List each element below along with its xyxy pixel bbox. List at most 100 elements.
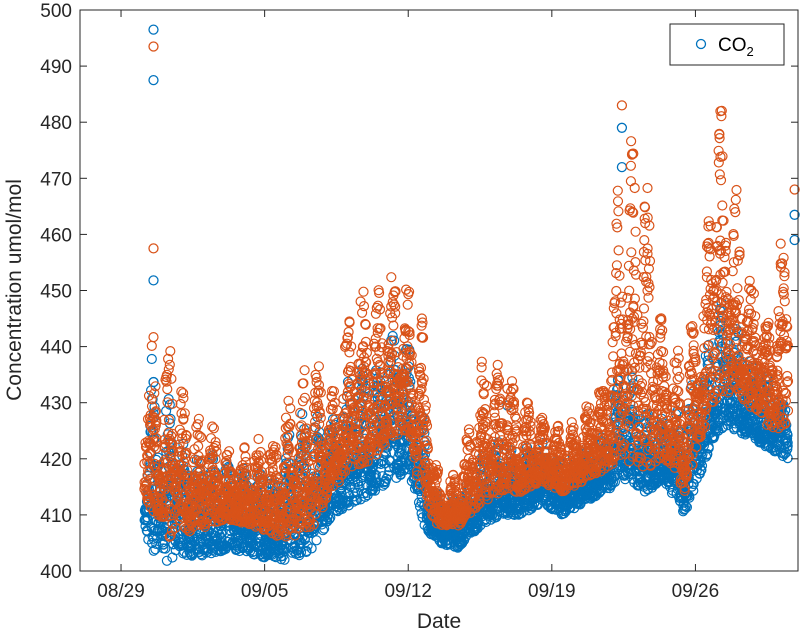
- data-point: [627, 372, 638, 383]
- data-point: [457, 536, 468, 548]
- data-point: [192, 419, 203, 430]
- data-point: [353, 479, 364, 490]
- data-point: [193, 441, 204, 452]
- data-point: [149, 412, 160, 423]
- data-point: [162, 384, 173, 395]
- data-point: [703, 441, 714, 452]
- data-point: [192, 429, 203, 440]
- data-point: [782, 444, 793, 455]
- data-point: [169, 460, 180, 471]
- outlier-point: [789, 234, 800, 246]
- data-point: [142, 512, 153, 523]
- data-point: [306, 543, 317, 554]
- data-point: [188, 507, 199, 519]
- data-point: [176, 386, 187, 397]
- data-point: [196, 432, 207, 443]
- data-point: [163, 427, 174, 438]
- data-point: [178, 388, 189, 399]
- outlier-point: [148, 74, 159, 86]
- data-point: [166, 430, 177, 442]
- data-point: [472, 523, 483, 534]
- data-point: [216, 528, 227, 539]
- data-point: [384, 466, 395, 477]
- data-point: [165, 346, 176, 357]
- data-point: [150, 407, 161, 418]
- data-point: [180, 448, 191, 459]
- data-point: [196, 518, 207, 529]
- data-point: [717, 423, 728, 434]
- data-point: [188, 457, 199, 468]
- data-point: [720, 338, 731, 349]
- data-points: [139, 24, 800, 566]
- data-point: [164, 359, 175, 370]
- data-point: [158, 482, 169, 493]
- data-point: [630, 413, 641, 424]
- data-point: [165, 413, 176, 424]
- data-point: [325, 512, 336, 523]
- outlier-point: [148, 275, 159, 286]
- data-point: [782, 440, 793, 452]
- series-secondary: [139, 41, 800, 542]
- data-point: [217, 526, 228, 537]
- data-point: [562, 500, 574, 511]
- data-point: [158, 529, 169, 541]
- data-point: [179, 408, 190, 419]
- data-point: [180, 429, 192, 441]
- data-point: [150, 381, 161, 392]
- data-point: [369, 485, 381, 496]
- data-point: [593, 487, 605, 498]
- data-point: [163, 353, 174, 364]
- data-point: [207, 421, 218, 432]
- outlier-point: [148, 24, 159, 35]
- data-point: [609, 476, 621, 488]
- data-point: [208, 465, 219, 476]
- data-point: [167, 398, 178, 409]
- data-point: [387, 330, 398, 342]
- data-point: [279, 554, 290, 565]
- data-point: [198, 503, 210, 514]
- data-point: [781, 433, 793, 444]
- data-point: [146, 394, 157, 405]
- data-point: [165, 530, 176, 541]
- data-point: [782, 430, 793, 441]
- data-point: [349, 482, 360, 493]
- data-point: [174, 439, 185, 450]
- data-point: [208, 442, 219, 454]
- data-point: [180, 453, 191, 464]
- data-point: [143, 390, 155, 401]
- data-point: [702, 448, 713, 460]
- data-point: [161, 555, 172, 566]
- data-point: [182, 465, 193, 476]
- data-point: [166, 525, 178, 536]
- data-point: [176, 408, 187, 419]
- data-point: [782, 437, 793, 448]
- data-point: [142, 470, 153, 481]
- data-point: [744, 422, 755, 433]
- data-point: [170, 498, 181, 509]
- data-point: [181, 430, 192, 442]
- data-point: [159, 414, 170, 425]
- data-point: [351, 464, 363, 475]
- data-point: [162, 397, 173, 408]
- outlier-point: [789, 209, 800, 220]
- data-point: [161, 376, 172, 387]
- data-point: [148, 332, 159, 343]
- data-point: [301, 545, 312, 557]
- data-point: [331, 505, 342, 516]
- data-point: [163, 414, 174, 425]
- data-point: [492, 509, 503, 520]
- data-point: [146, 353, 157, 365]
- data-point: [194, 430, 205, 442]
- data-point: [163, 364, 174, 375]
- data-point: [148, 545, 159, 556]
- data-point: [681, 502, 693, 513]
- data-point: [606, 479, 617, 490]
- data-point: [178, 413, 189, 424]
- outlier-point: [616, 122, 628, 133]
- data-point: [480, 516, 491, 528]
- data-point: [380, 476, 391, 487]
- data-point: [160, 543, 171, 554]
- data-point: [150, 544, 161, 555]
- data-point: [151, 538, 162, 550]
